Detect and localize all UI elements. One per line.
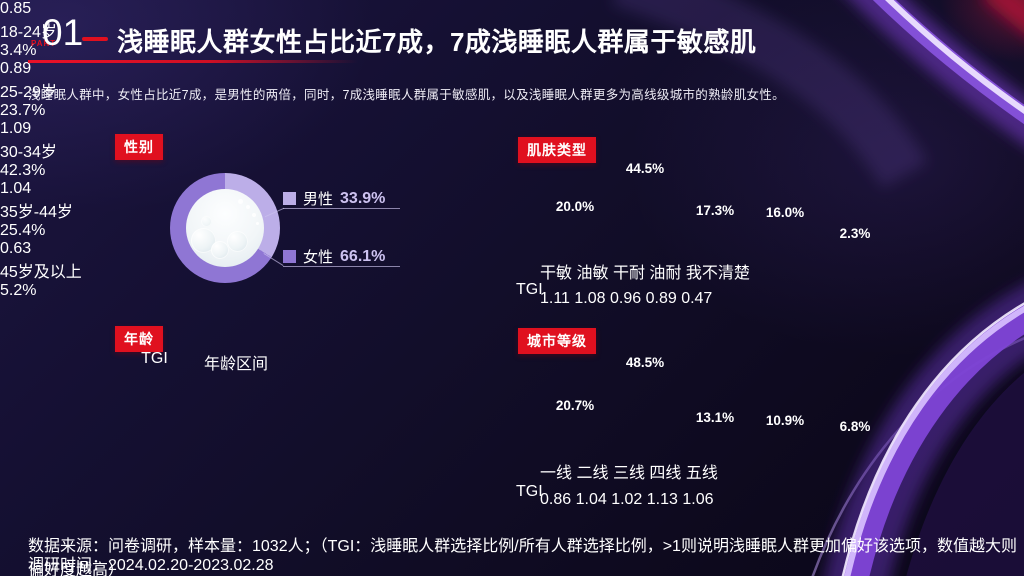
age-tgi-value: 1.09: [0, 120, 32, 137]
bar-column: 13.1%: [680, 410, 750, 453]
bar-column: 16.0%: [750, 205, 820, 253]
age-tgi-value: 1.04: [0, 180, 32, 197]
age-row: 0.85 18-24岁 3.4%: [0, 0, 1024, 60]
category-label: 干耐: [612, 265, 645, 282]
tgi-value: 1.13: [646, 491, 678, 508]
skin-type-chart: 20.0% 44.5% 17.3% 16.0% 2.3% 干敏 油敏 干耐 油耐…: [540, 160, 890, 308]
tgi-value: 1.08: [574, 290, 606, 307]
bar-column: 10.9%: [750, 413, 820, 453]
bar: [632, 180, 659, 253]
age-tgi-value: 0.85: [0, 0, 32, 17]
age-bar: 45岁及以上: [0, 264, 82, 281]
category-label: 一线: [540, 465, 573, 482]
tgi-value: 0.47: [681, 290, 713, 307]
bar-column: 2.3%: [820, 226, 890, 253]
age-percent: 25.4%: [0, 222, 46, 239]
legend-male: 男性 33.9%: [283, 188, 385, 209]
tgi-value: 1.11: [540, 290, 570, 307]
age-percent: 3.4%: [0, 42, 37, 59]
age-row: 0.63 45岁及以上 5.2%: [0, 240, 1024, 300]
page-title: 浅睡眠人群女性占比近7成，7成浅睡眠人群属于敏感肌: [117, 27, 757, 57]
legend-female: 女性 66.1%: [283, 246, 385, 267]
age-bar: 25-29岁: [0, 84, 57, 101]
survey-period-note: 调研时间：2024.02.20-2023.02.28: [28, 557, 274, 574]
female-callout-underline: [283, 266, 400, 267]
tgi-value: 0.96: [610, 290, 642, 307]
title-underline: [28, 60, 358, 63]
age-tgi-value: 0.89: [0, 60, 32, 77]
bar: [562, 218, 589, 253]
bar-column: 44.5%: [610, 161, 680, 253]
data-source-note: 数据来源：问卷调研，样本量：1032人；（TGI：浅睡眠人群选择比例/所有人群选…: [28, 538, 1017, 576]
category-label: 油敏: [576, 265, 609, 282]
age-bar: 35岁-44岁: [0, 204, 73, 221]
age-bar: 18-24岁: [0, 24, 57, 41]
tgi-value: 0.86: [540, 491, 572, 508]
category-label: 我不清楚: [685, 265, 750, 282]
bar: [702, 429, 729, 453]
tgi-value: 0.89: [645, 290, 677, 307]
bar: [632, 374, 659, 453]
bar: [842, 245, 869, 253]
age-tgi-value: 0.63: [0, 240, 32, 257]
male-swatch-icon: [283, 192, 296, 205]
tgi-value: 1.06: [682, 491, 714, 508]
bar-column: 20.0%: [540, 199, 610, 253]
legend-male-value: 33.9%: [340, 189, 386, 207]
age-percent: 5.2%: [0, 282, 37, 299]
bar: [772, 432, 799, 453]
tgi-value: 1.04: [575, 491, 607, 508]
title-dash: [82, 37, 108, 41]
category-label: 干敏: [540, 265, 573, 282]
age-row: 1.04 35岁-44岁 25.4%: [0, 180, 1024, 240]
gender-donut-ring: [170, 173, 280, 283]
part-number: 01: [42, 12, 84, 53]
section-badge-age: 年龄: [115, 326, 163, 352]
section-badge-gender: 性别: [115, 134, 163, 160]
category-label: 二线: [576, 465, 609, 482]
male-callout-underline: [283, 208, 400, 209]
tgi-row-label: TGI: [516, 483, 543, 500]
donut-center-image: [186, 189, 264, 267]
category-label: 五线: [685, 465, 718, 482]
category-label: 三线: [612, 465, 645, 482]
bar-column: 17.3%: [680, 203, 750, 253]
bar: [702, 222, 729, 253]
age-col-header-range: 年龄区间: [203, 356, 268, 373]
legend-male-label: 男性: [303, 191, 334, 208]
city-tier-chart: 20.7% 48.5% 13.1% 10.9% 6.8% 一线 二线 三线 四线…: [540, 355, 890, 509]
bar: [562, 417, 589, 453]
tgi-value: 1.02: [611, 491, 643, 508]
category-label: 四线: [649, 465, 682, 482]
tgi-row-label: TGI: [516, 281, 543, 298]
age-row: 0.89 25-29岁 23.7%: [0, 60, 1024, 120]
bar: [842, 438, 869, 453]
bar-column: 6.8%: [820, 419, 890, 453]
age-percent: 42.3%: [0, 162, 46, 179]
bar: [772, 224, 799, 253]
age-col-header-tgi: TGI: [141, 350, 168, 367]
bar-column: 20.7%: [540, 398, 610, 453]
section-badge-city-tier: 城市等级: [518, 328, 596, 354]
section-badge-skin-type: 肌肤类型: [518, 137, 596, 163]
page-subtitle: 浅睡眠人群中，女性占比近7成，是男性的两倍，同时，7成浅睡眠人群属于敏感肌，以及…: [28, 88, 785, 102]
legend-female-value: 66.1%: [340, 247, 386, 265]
part-label: PART: [31, 39, 57, 48]
age-row: 1.09 30-34岁 42.3%: [0, 120, 1024, 180]
legend-female-label: 女性: [303, 249, 334, 266]
age-percent: 23.7%: [0, 102, 46, 119]
category-label: 油耐: [649, 265, 682, 282]
age-bar: 30-34岁: [0, 144, 57, 161]
female-swatch-icon: [283, 250, 296, 263]
bar-column: 48.5%: [610, 355, 680, 453]
